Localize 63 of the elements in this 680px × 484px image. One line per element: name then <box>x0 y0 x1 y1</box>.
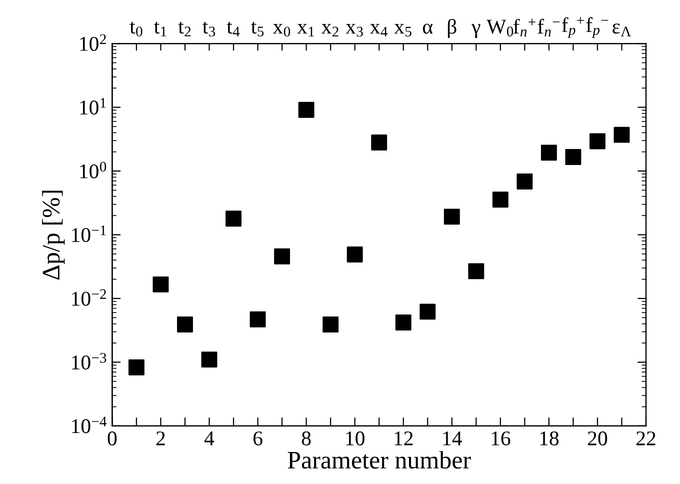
x-tick-label: x$_{4}$ <box>370 24 388 36</box>
x-tick-label: x$_{5}$ <box>394 24 412 37</box>
point <box>614 126 630 143</box>
point <box>516 174 533 190</box>
point <box>346 246 363 262</box>
y-tick-label: 10$^{2}$ <box>80 34 106 51</box>
x-tick-label: W$_{0}$ <box>486 20 514 36</box>
x2-tick-label: 0 <box>108 431 117 446</box>
x-tick-label: t$_{0}$ <box>130 22 142 36</box>
x-tick-label: f$_{p}$$^{+}$ <box>562 16 584 38</box>
point <box>468 263 484 280</box>
x2-tick-label: 8 <box>302 431 311 446</box>
x2-tick-label: 14 <box>443 431 462 446</box>
x-tick-label: α <box>422 24 433 34</box>
y-tick-label: 10$^{1}$ <box>80 98 106 115</box>
point <box>540 144 557 161</box>
point <box>250 311 266 328</box>
x-tick-label: x$_{1}$ <box>297 24 314 36</box>
x-tick-label: ε$_{Λ}$ <box>612 24 632 36</box>
point <box>201 352 218 368</box>
point <box>565 149 582 165</box>
point <box>152 276 169 292</box>
y-tick-label: 10$^{−2}$ <box>72 289 106 306</box>
x-tick-label: x$_{2}$ <box>321 24 338 36</box>
point <box>492 192 508 208</box>
point <box>395 314 412 330</box>
x-tick-label: x$_{0}$ <box>272 24 290 37</box>
x2-tick-label: 12 <box>394 431 413 446</box>
x-tick-label: f$_{n}$$^{+}$ <box>513 18 536 36</box>
x-tick-label: t$_{3}$ <box>202 22 216 36</box>
point <box>128 359 144 376</box>
x2-tick-label: 20 <box>588 431 608 446</box>
point <box>298 102 314 118</box>
x-tick-label: x$_{3}$ <box>346 24 363 37</box>
x-tick-label: t$_{4}$ <box>226 22 240 36</box>
point <box>274 248 290 264</box>
x-tick-label: t$_{5}$ <box>251 22 264 36</box>
x2-tick-label: 18 <box>540 431 559 446</box>
point <box>226 210 242 227</box>
y-tick-label: 10$^{−1}$ <box>72 226 106 242</box>
x-tick-label: t$_{2}$ <box>178 22 191 36</box>
x-tick-label: γ <box>472 24 480 38</box>
y-axis-title: Δp/p [%] <box>42 190 65 280</box>
point <box>420 304 436 320</box>
point <box>177 316 193 333</box>
x2-tick-label: 6 <box>253 431 262 446</box>
x2-tick-label: 10 <box>346 431 364 446</box>
x-tick-label: f$_{n}$$^{−}$ <box>538 18 560 36</box>
x2-tick-label: 22 <box>636 431 656 446</box>
y-tick-label: 10$^{0}$ <box>80 162 106 178</box>
point <box>371 134 388 150</box>
point <box>444 208 460 225</box>
x-tick-label: t$_{1}$ <box>154 22 166 36</box>
x2-tick-label: 2 <box>156 431 165 446</box>
y-tick-label: 10$^{−4}$ <box>72 416 107 434</box>
x-tick-label: β <box>448 18 456 38</box>
x2-tick-label: 16 <box>492 431 510 446</box>
y-tick-label: 10$^{−3}$ <box>72 352 106 370</box>
x-tick-label: f$_{p}$$^{−}$ <box>586 17 608 38</box>
point <box>322 316 339 333</box>
x2-axis-title: Parameter number <box>288 451 471 469</box>
x2-tick-label: 4 <box>204 432 214 446</box>
point <box>589 133 606 150</box>
